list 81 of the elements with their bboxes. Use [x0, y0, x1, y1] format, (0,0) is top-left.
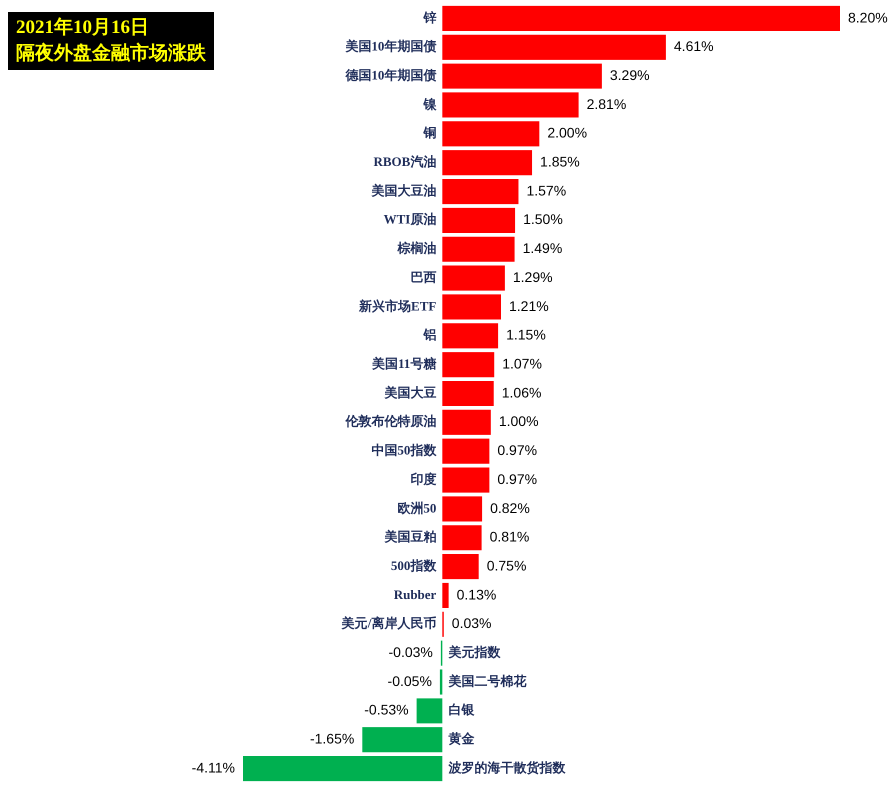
data-label: 1.06% [502, 384, 542, 400]
bar [442, 496, 482, 522]
data-label: 0.13% [456, 586, 496, 602]
y-tick-label: 印度 [410, 471, 436, 486]
y-tick-label: 美国豆粕 [383, 529, 436, 544]
bar [442, 150, 532, 176]
y-tick-label: RBOB汽油 [373, 154, 436, 170]
y-tick-label: 锌 [422, 10, 436, 25]
y-tick-label: 伦敦布伦特原油 [344, 414, 436, 429]
data-label: -1.65% [310, 730, 354, 747]
bar [362, 727, 442, 752]
data-label: 2.00% [547, 124, 588, 141]
y-tick-label: 德国10年期国债 [344, 67, 436, 82]
bar [442, 380, 494, 406]
y-tick-label: 美国二号棉花 [447, 673, 528, 688]
y-tick-label: 欧洲50 [397, 500, 436, 516]
bar [442, 438, 490, 464]
bar [416, 698, 442, 724]
bar [442, 582, 449, 608]
bar [442, 208, 516, 233]
bar [442, 468, 490, 493]
y-tick-label: 铝 [422, 327, 436, 342]
bar [442, 294, 502, 320]
data-label: 0.82% [490, 500, 530, 516]
y-tick-label: 巴西 [410, 269, 436, 284]
data-label: -0.03% [388, 644, 433, 660]
data-label: 1.57% [526, 182, 566, 198]
data-label: 1.07% [502, 356, 542, 372]
y-tick-label: 波罗的海干散货指数 [447, 760, 566, 775]
text: 2021年10月16日 [16, 16, 150, 40]
data-label: 0.97% [497, 470, 538, 487]
data-label: 1.15% [506, 326, 546, 343]
data-label: 1.21% [509, 298, 549, 314]
data-label: -4.11% [192, 759, 235, 776]
data-label: 0.75% [486, 557, 526, 574]
data-label: 8.20% [848, 9, 888, 26]
bar [440, 669, 442, 695]
data-label: 0.03% [452, 615, 492, 632]
y-tick-label: 中国50指数 [371, 442, 438, 458]
y-tick-label: 美国大豆 [383, 384, 436, 400]
y-tick-label: 美国11号糖 [371, 356, 436, 372]
bar [243, 756, 442, 782]
y-tick-label: 美国10年期国债 [344, 38, 436, 54]
data-label: 0.81% [490, 528, 530, 545]
bar [442, 121, 540, 146]
data-label: 1.29% [512, 268, 553, 285]
data-label: 1.49% [522, 240, 562, 256]
y-tick-label: Rubber [394, 586, 437, 602]
data-label: 1.85% [540, 154, 580, 170]
y-tick-label: 铜 [422, 125, 436, 140]
data-label: 4.61% [674, 38, 714, 54]
bar [442, 236, 515, 262]
data-label: 1.00% [498, 413, 539, 430]
y-tick-label: 美国大豆油 [370, 182, 436, 198]
data-label: -0.53% [364, 702, 409, 718]
bar [442, 34, 666, 60]
bar [442, 352, 494, 378]
bar [442, 410, 491, 435]
bar [442, 178, 518, 204]
y-tick-label: 镍 [422, 96, 438, 112]
bar [442, 554, 479, 580]
bar [442, 64, 602, 89]
y-tick-label: 新兴市场ETF [358, 298, 436, 314]
y-tick-label: WTI原油 [384, 212, 436, 227]
data-label: -0.05% [388, 672, 432, 689]
y-tick-label: 500指数 [390, 558, 438, 573]
text: 隔夜外盘金融市场涨跌 [16, 42, 206, 66]
data-label: 3.29% [610, 66, 650, 83]
data-label: 1.50% [523, 211, 563, 228]
y-tick-label: 棕榈油 [396, 240, 436, 256]
data-label: 2.81% [586, 96, 626, 112]
bar [442, 92, 579, 118]
bar [442, 323, 498, 348]
y-tick-label: 白银 [448, 702, 476, 718]
bar [442, 6, 840, 31]
bar [442, 266, 505, 291]
y-tick-label: 黄金 [447, 731, 476, 746]
y-tick-label: 美元指数 [447, 644, 502, 660]
bar [442, 525, 482, 550]
y-tick-label: 美元/离岸人民币 [340, 616, 436, 631]
data-label: 0.97% [497, 442, 538, 458]
